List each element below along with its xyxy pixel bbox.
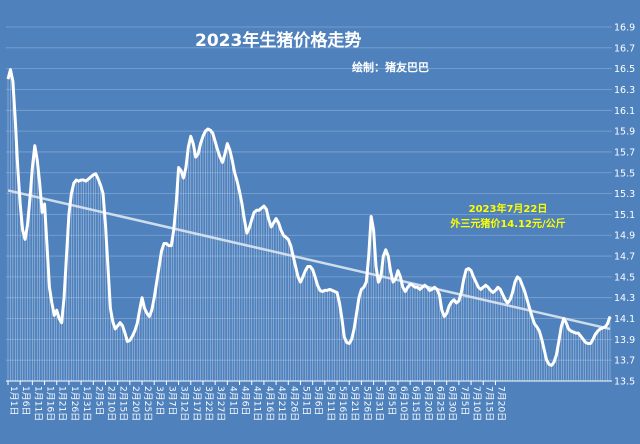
x-tick-label: 5月21日 <box>349 386 360 421</box>
x-tick-label: 5月1日 <box>300 386 311 415</box>
x-tick-label: 6月25日 <box>435 386 446 421</box>
y-tick-label: 15.3 <box>614 189 635 200</box>
x-tick-label: 6月10日 <box>398 386 409 421</box>
annotation-price: 外三元猪价14.12元/公斤 <box>449 217 565 230</box>
y-tick-label: 13.5 <box>614 377 635 388</box>
y-tick-label: 14.1 <box>614 314 635 325</box>
x-tick-label: 2月15日 <box>118 386 129 421</box>
x-tick-label: 6月30日 <box>447 386 458 421</box>
y-tick-label: 16.9 <box>614 23 635 34</box>
x-tick-label: 4月11日 <box>252 386 263 421</box>
x-tick-label: 3月17日 <box>191 386 202 421</box>
x-tick-label: 2月20日 <box>130 386 141 421</box>
x-tick-label: 1月11日 <box>32 386 43 421</box>
drop-lines <box>7 69 611 381</box>
y-tick-label: 15.1 <box>614 210 635 221</box>
x-tick-label: 5月26日 <box>361 386 372 421</box>
x-axis-ticks: 1月1日 1月6日 1月11日 1月16日 1月21日 1月26日 1月31日 2月5日 2月1… <box>7 381 506 421</box>
y-tick-label: 16.3 <box>614 85 635 96</box>
x-tick-label: 1月21日 <box>57 386 68 421</box>
x-tick-label: 6月20日 <box>422 386 433 421</box>
x-tick-label: 3月2日 <box>154 386 165 415</box>
trend-line <box>7 189 611 331</box>
x-tick-label: 1月16日 <box>45 386 56 421</box>
x-tick-label: 7月5日 <box>459 386 470 415</box>
x-tick-label: 4月21日 <box>276 386 287 421</box>
x-tick-label: 2月10日 <box>105 386 116 421</box>
x-tick-label: 7月20日 <box>495 386 506 421</box>
x-tick-label: 3月27日 <box>215 386 226 421</box>
x-tick-label: 6月15日 <box>410 386 421 421</box>
x-tick-label: 1月6日 <box>20 386 31 415</box>
chart-title: 2023年生猪价格走势 <box>195 30 361 51</box>
x-tick-label: 4月16日 <box>264 386 275 421</box>
x-tick-label: 1月1日 <box>8 386 19 415</box>
y-tick-label: 14.7 <box>614 252 635 263</box>
x-tick-label: 2月25日 <box>142 386 153 421</box>
price-series-line <box>6 68 612 367</box>
x-tick-label: 5月16日 <box>337 386 348 421</box>
y-tick-label: 14.9 <box>614 231 635 242</box>
x-tick-label: 3月22日 <box>203 386 214 421</box>
y-tick-label: 14.5 <box>614 272 635 283</box>
x-tick-label: 3月7日 <box>166 386 177 415</box>
y-tick-label: 13.7 <box>614 356 635 367</box>
y-tick-label: 14.3 <box>614 293 635 304</box>
y-tick-label: 15.7 <box>614 147 635 158</box>
chart-subtitle: 绘制：猪友巴巴 <box>352 60 429 74</box>
x-tick-label: 2月5日 <box>93 386 104 415</box>
y-tick-label: 13.9 <box>614 335 635 346</box>
x-tick-label: 3月12日 <box>179 386 190 421</box>
x-tick-label: 6月5日 <box>386 386 397 415</box>
x-tick-label: 4月6日 <box>240 386 251 415</box>
y-tick-label: 15.9 <box>614 127 635 138</box>
x-tick-label: 4月26日 <box>288 386 299 421</box>
x-tick-label: 7月15日 <box>483 386 494 421</box>
x-tick-label: 4月1日 <box>227 386 238 415</box>
x-tick-label: 1月31日 <box>81 386 92 421</box>
x-tick-label: 5月31日 <box>374 386 385 421</box>
x-tick-label: 1月26日 <box>69 386 80 421</box>
annotation-date: 2023年7月22日 <box>469 202 548 215</box>
y-tick-label: 16.5 <box>614 64 635 75</box>
x-tick-label: 5月11日 <box>325 386 336 421</box>
y-tick-label: 16.1 <box>614 106 635 117</box>
x-tick-label: 5月6日 <box>313 386 324 415</box>
y-tick-label: 15.5 <box>614 168 635 179</box>
y-tick-label: 16.7 <box>614 43 635 54</box>
y-axis-ticks: 13.5 13.7 13.9 14.1 14.3 14.5 14.7 14.9 15.1 15.3… <box>614 23 635 388</box>
x-tick-label: 7月10日 <box>471 386 482 421</box>
